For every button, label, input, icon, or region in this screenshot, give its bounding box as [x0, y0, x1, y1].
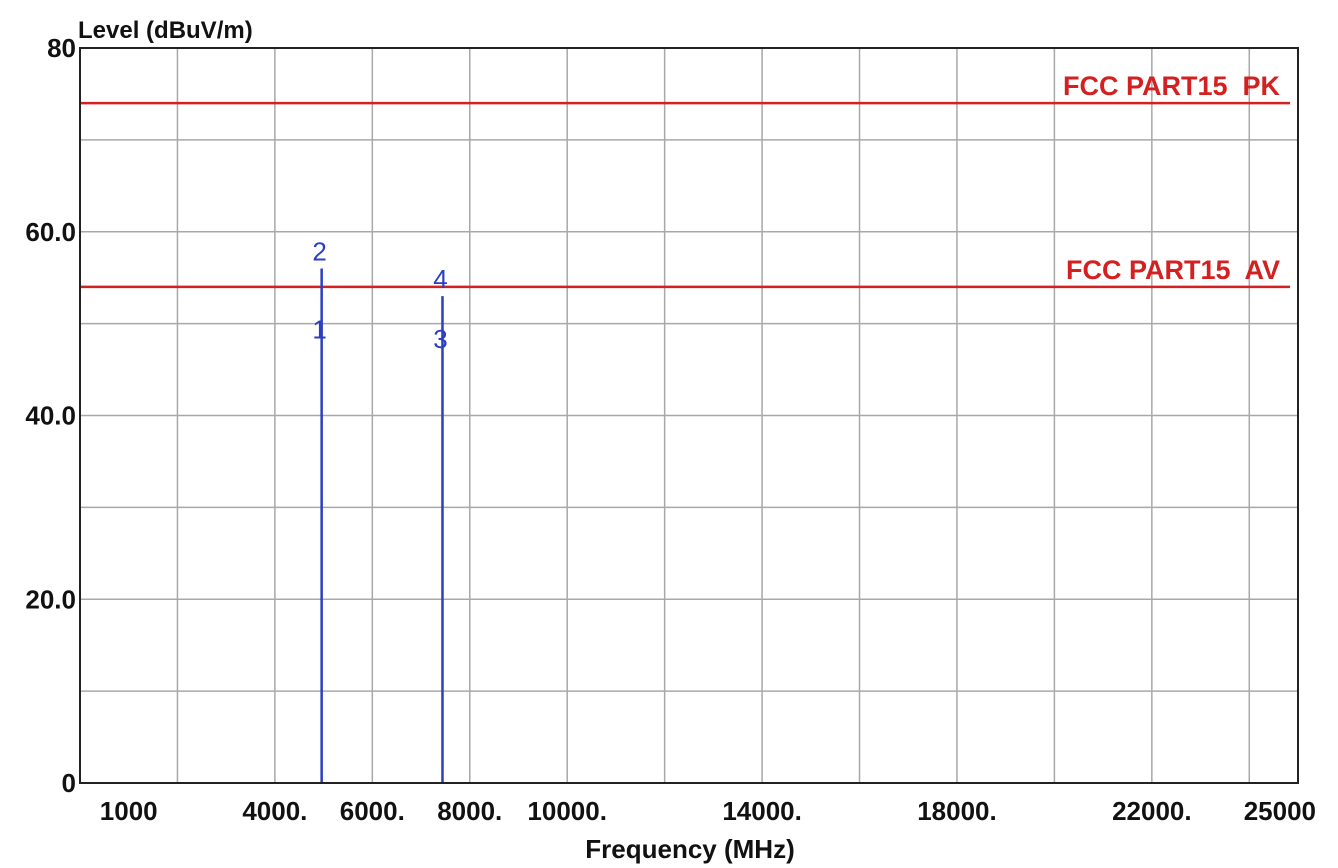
limit-labels: FCC PART15 PK FCC PART15 AV — [1063, 71, 1281, 285]
x-tick-label: 1000 — [100, 796, 158, 826]
x-tick-label: 18000. — [917, 796, 997, 826]
x-tick-label: 6000. — [340, 796, 405, 826]
x-tick-labels: 1000 4000. 6000. 8000. 10000. 14000. 18000. 220… — [100, 796, 1316, 826]
y-tick-label: 60.0 — [25, 217, 76, 247]
marker-label: 4 — [433, 264, 447, 294]
limit-line-label: FCC PART15 PK — [1063, 71, 1281, 101]
y-tick-label: 80 — [47, 33, 76, 63]
y-axis-label: Level (dBuV/m) — [78, 17, 253, 44]
y-tick-label: 20.0 — [25, 584, 76, 614]
marker-label: 3 — [433, 324, 447, 354]
grid-lines — [80, 48, 1298, 783]
y-tick-label: 40.0 — [25, 401, 76, 431]
plot-frame — [79, 47, 1299, 784]
y-tick-label: 0 — [62, 768, 76, 798]
limit-line-label: FCC PART15 AV — [1066, 255, 1280, 285]
x-axis-label: Frequency (MHz) — [585, 834, 794, 864]
x-tick-label: 10000. — [527, 796, 607, 826]
x-tick-label: 22000. — [1112, 796, 1192, 826]
marker-label: 1 — [312, 315, 326, 345]
x-tick-label: 25000 — [1244, 796, 1316, 826]
x-tick-label: 8000. — [437, 796, 502, 826]
spectrum-traces — [320, 268, 444, 783]
y-tick-labels: 0 20.0 40.0 60.0 80 — [25, 33, 76, 798]
marker-labels: 1 2 3 4 — [312, 237, 447, 354]
x-tick-label: 14000. — [722, 796, 802, 826]
x-tick-label: 4000. — [242, 796, 307, 826]
limit-lines — [80, 101, 1290, 289]
marker-label: 2 — [312, 237, 326, 267]
